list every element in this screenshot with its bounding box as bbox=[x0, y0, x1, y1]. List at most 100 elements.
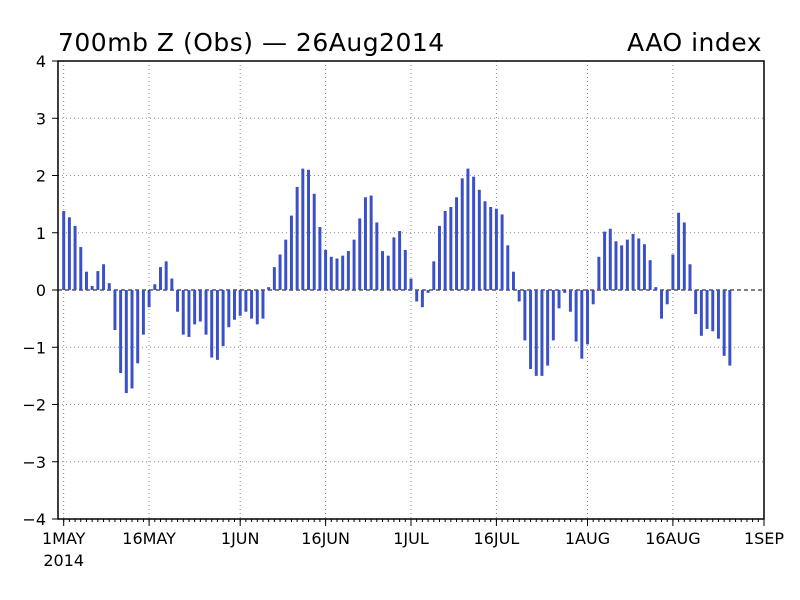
data-bar bbox=[130, 290, 134, 389]
data-bar bbox=[170, 278, 174, 290]
data-bar bbox=[278, 254, 282, 290]
data-bar bbox=[198, 290, 202, 322]
data-bar bbox=[716, 290, 720, 339]
data-bar bbox=[221, 290, 225, 347]
x-tick-label: 1MAY bbox=[42, 529, 86, 548]
data-bar bbox=[466, 168, 470, 290]
data-bar bbox=[90, 285, 94, 290]
data-bar bbox=[67, 217, 71, 290]
data-bar bbox=[73, 225, 77, 290]
data-bar bbox=[141, 290, 145, 335]
data-bar bbox=[124, 290, 128, 394]
data-bar bbox=[540, 290, 544, 376]
chart-subtitle: AAO index bbox=[627, 28, 762, 57]
data-bar bbox=[705, 290, 709, 329]
y-tick-label: −1 bbox=[22, 338, 46, 357]
data-bar bbox=[227, 290, 231, 328]
data-bar bbox=[363, 197, 367, 290]
data-bar bbox=[534, 290, 538, 376]
x-tick-label: 1JUN bbox=[221, 529, 260, 548]
y-tick-label: −4 bbox=[22, 510, 46, 529]
data-bar bbox=[557, 290, 561, 309]
data-bar bbox=[301, 168, 305, 290]
data-bar bbox=[449, 206, 453, 290]
y-tick-label: 4 bbox=[36, 52, 46, 71]
x-tick-label: 1JUL bbox=[393, 529, 429, 548]
data-bar bbox=[489, 206, 493, 290]
x-tick-label: 1SEP bbox=[744, 529, 784, 548]
x-tick-label: 16AUG bbox=[645, 529, 700, 548]
data-bar bbox=[181, 290, 185, 335]
data-bar bbox=[586, 290, 589, 345]
data-bar bbox=[352, 239, 356, 290]
data-bar bbox=[563, 290, 567, 293]
data-bar bbox=[398, 231, 402, 290]
data-bar bbox=[477, 189, 481, 290]
data-bar bbox=[324, 249, 328, 290]
data-bar bbox=[307, 169, 310, 290]
data-bar bbox=[665, 290, 669, 305]
data-bar bbox=[415, 290, 419, 302]
data-bar bbox=[688, 264, 692, 290]
data-bar bbox=[267, 287, 271, 290]
data-bar bbox=[443, 210, 447, 290]
data-bar bbox=[631, 233, 635, 290]
data-bar bbox=[119, 290, 123, 374]
data-bar bbox=[460, 178, 464, 290]
data-bar bbox=[244, 290, 248, 312]
data-bar bbox=[500, 214, 504, 290]
data-bar bbox=[255, 290, 259, 325]
data-bar bbox=[238, 290, 242, 316]
data-bar bbox=[472, 176, 476, 290]
data-bar bbox=[289, 215, 293, 290]
data-bar bbox=[608, 228, 612, 290]
data-bar bbox=[568, 290, 572, 312]
data-bar bbox=[517, 290, 521, 302]
data-bar bbox=[312, 193, 316, 290]
data-bar bbox=[215, 290, 219, 360]
data-bar bbox=[437, 225, 441, 290]
data-bar bbox=[637, 238, 641, 290]
data-bar bbox=[329, 256, 333, 290]
data-bar bbox=[614, 241, 618, 290]
data-bar bbox=[79, 247, 83, 290]
data-bar bbox=[386, 255, 390, 290]
data-bar bbox=[102, 264, 106, 290]
bars-layer bbox=[62, 168, 732, 394]
data-bar bbox=[358, 218, 362, 290]
data-bar bbox=[483, 201, 487, 290]
data-bar bbox=[250, 290, 254, 319]
data-bar bbox=[341, 255, 345, 290]
data-bar bbox=[136, 290, 140, 364]
data-bar bbox=[671, 254, 675, 290]
data-bar bbox=[432, 261, 436, 290]
y-tick-label: 0 bbox=[36, 281, 46, 300]
data-bar bbox=[147, 290, 151, 308]
data-bar bbox=[546, 290, 550, 366]
data-bar bbox=[506, 245, 510, 290]
data-bar bbox=[272, 267, 276, 290]
data-bar bbox=[597, 256, 601, 290]
data-bar bbox=[210, 290, 214, 358]
x-tick-label: 16JUN bbox=[301, 529, 350, 548]
data-bar bbox=[580, 290, 584, 359]
data-bar bbox=[711, 290, 715, 332]
data-bar bbox=[381, 251, 385, 290]
data-bar bbox=[153, 284, 157, 290]
data-bar bbox=[164, 261, 168, 290]
data-bar bbox=[84, 271, 88, 290]
data-bar bbox=[494, 208, 498, 290]
data-bar bbox=[318, 227, 322, 290]
x-tick-label: 16MAY bbox=[122, 529, 176, 548]
data-bar bbox=[204, 290, 208, 335]
x-tick-label: 16JUL bbox=[474, 529, 520, 548]
data-bar bbox=[193, 290, 197, 325]
data-bar bbox=[648, 260, 652, 290]
y-tick-label: 3 bbox=[36, 109, 46, 128]
data-bar bbox=[682, 222, 686, 290]
data-bar bbox=[233, 290, 236, 320]
data-bar bbox=[591, 290, 595, 305]
data-bar bbox=[295, 186, 299, 290]
data-bar bbox=[722, 290, 726, 356]
